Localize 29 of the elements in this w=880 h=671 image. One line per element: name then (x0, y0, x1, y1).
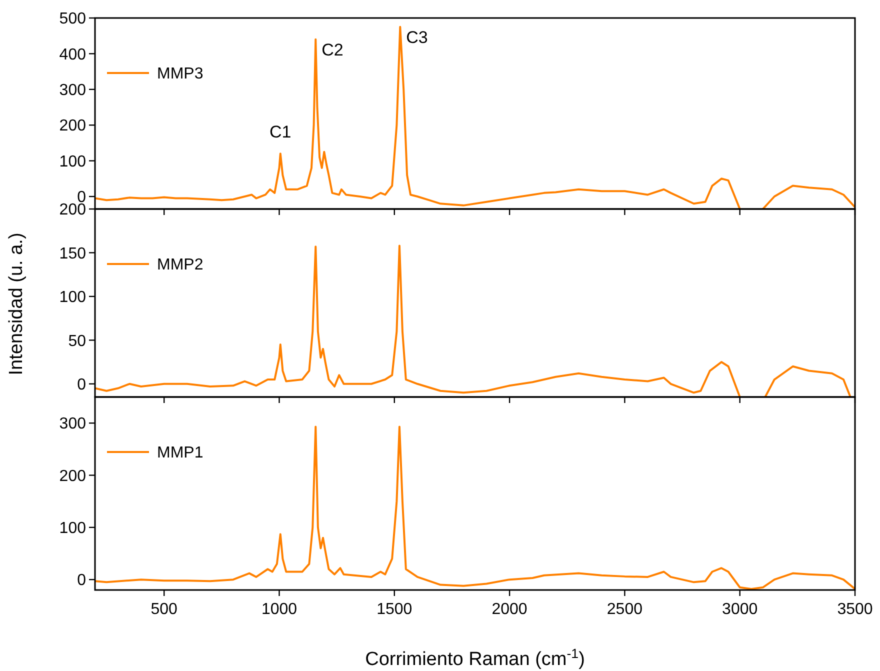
x-tick-label: 1000 (261, 601, 298, 618)
y-tick-label: 400 (59, 46, 86, 64)
y-tick-label: 50 (68, 332, 86, 350)
x-tick-label: 500 (150, 601, 178, 618)
x-axis-title: Corrimiento Raman (cm$^{-1}$) (365, 646, 585, 670)
x-tick-label: 3000 (722, 601, 758, 618)
y-tick-label: 300 (59, 82, 86, 99)
y-tick-label: 100 (59, 520, 86, 538)
legend-label: MMP1 (157, 444, 204, 462)
annotation: C1 (270, 122, 292, 142)
legend-label: MMP2 (157, 256, 204, 274)
y-tick-label: 200 (59, 468, 86, 485)
y-tick-label: 0 (77, 376, 86, 394)
y-tick-label: 150 (59, 245, 86, 262)
x-tick-label: 3500 (837, 601, 873, 618)
y-tick-label: 300 (59, 416, 86, 433)
legend-label: MMP3 (157, 66, 204, 83)
y-axis-title: Intensidad (u. a.) (6, 232, 27, 376)
y-tick-label: 100 (59, 289, 86, 306)
y-tick-label: 500 (59, 10, 86, 28)
x-tick-label: 2000 (492, 601, 528, 618)
x-tick-label: 1500 (376, 601, 412, 618)
line-series (95, 426, 855, 590)
y-tick-label: 0 (77, 572, 86, 590)
y-tick-label: 100 (59, 153, 86, 170)
y-tick-label: 200 (59, 118, 86, 135)
annotation: C2 (322, 40, 344, 60)
annotation: C3 (406, 28, 428, 47)
x-tick-label: 2500 (606, 601, 643, 618)
